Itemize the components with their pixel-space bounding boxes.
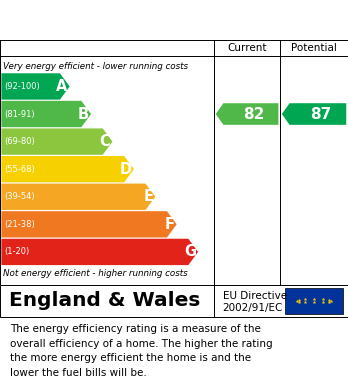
Text: EU Directive: EU Directive <box>223 291 287 301</box>
Text: Potential: Potential <box>291 43 337 53</box>
Polygon shape <box>1 156 134 182</box>
Text: Not energy efficient - higher running costs: Not energy efficient - higher running co… <box>3 269 188 278</box>
Text: E: E <box>143 189 153 204</box>
Polygon shape <box>1 101 91 127</box>
Bar <box>285 288 343 314</box>
Text: A: A <box>56 79 68 94</box>
Text: (21-38): (21-38) <box>4 220 35 229</box>
Polygon shape <box>1 239 198 265</box>
Polygon shape <box>1 184 155 210</box>
Text: Very energy efficient - lower running costs: Very energy efficient - lower running co… <box>3 62 189 71</box>
Text: C: C <box>100 134 110 149</box>
Polygon shape <box>1 73 70 100</box>
Text: England & Wales: England & Wales <box>9 291 200 310</box>
Text: Energy Efficiency Rating: Energy Efficiency Rating <box>10 12 251 30</box>
Polygon shape <box>282 103 346 125</box>
Text: 82: 82 <box>243 106 264 122</box>
Text: The energy efficiency rating is a measure of the
overall efficiency of a home. T: The energy efficiency rating is a measur… <box>10 325 273 378</box>
Polygon shape <box>1 128 112 155</box>
Text: (81-91): (81-91) <box>4 109 35 118</box>
Text: (92-100): (92-100) <box>4 82 40 91</box>
Text: 2002/91/EC: 2002/91/EC <box>223 303 283 313</box>
Text: D: D <box>120 162 132 177</box>
Text: (55-68): (55-68) <box>4 165 35 174</box>
Text: (69-80): (69-80) <box>4 137 35 146</box>
Text: 87: 87 <box>310 106 331 122</box>
Text: (39-54): (39-54) <box>4 192 35 201</box>
Text: Current: Current <box>227 43 267 53</box>
Text: (1-20): (1-20) <box>4 248 30 256</box>
Text: G: G <box>184 244 196 259</box>
Text: B: B <box>78 106 89 122</box>
Polygon shape <box>216 103 278 125</box>
Text: F: F <box>165 217 175 232</box>
Polygon shape <box>1 211 177 237</box>
